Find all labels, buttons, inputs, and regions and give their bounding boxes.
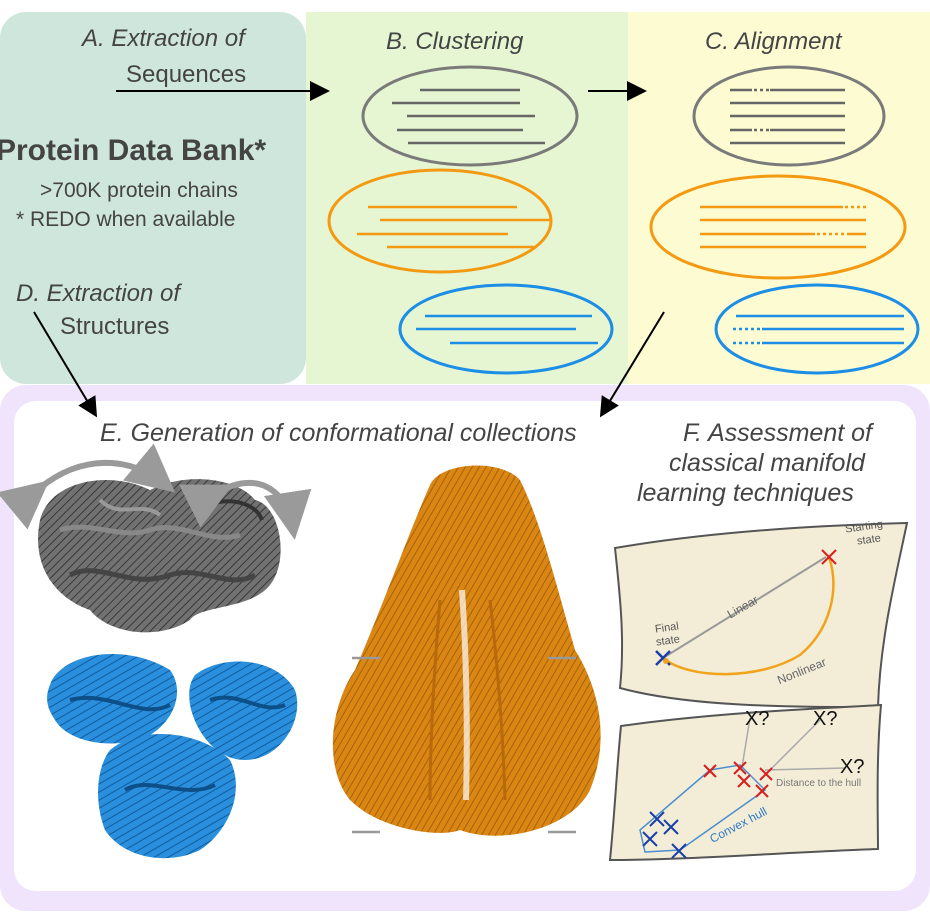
section-c-title: C. Alignment	[705, 28, 842, 55]
gray-cluster	[361, 65, 579, 167]
arrow-d-to-e	[33, 311, 98, 418]
section-d-title: D. Extraction of	[16, 280, 181, 307]
blue-aligned-cluster	[714, 283, 920, 375]
query-point-2: X?	[813, 708, 838, 730]
section-a-title: A. Extraction of	[82, 25, 245, 52]
gray-aligned-cluster	[692, 65, 886, 167]
arrow-c-to-e	[599, 311, 665, 418]
distance-to-hull-label: Distance to the hull	[776, 778, 862, 789]
clustering-panel	[306, 12, 628, 384]
section-e-title: E. Generation of conformational collecti…	[100, 419, 577, 447]
section-f-line3: learning techniques	[637, 479, 854, 507]
source-name: Protein Data Bank*	[0, 134, 267, 167]
blue-cluster	[398, 283, 614, 375]
query-point-3: X?	[840, 756, 865, 778]
section-a-subtitle: Sequences	[126, 61, 247, 88]
manifold-top	[613, 521, 909, 709]
query-point-1: X?	[745, 708, 770, 730]
section-d-subtitle: Structures	[60, 313, 170, 340]
source-note: * REDO when available	[16, 208, 236, 231]
gray-protein-structure	[38, 479, 281, 633]
blue-protein-structure	[47, 653, 298, 859]
section-b-title: B. Clustering	[386, 28, 524, 55]
orange-protein-structure	[332, 465, 601, 836]
sequence-panel	[0, 12, 306, 384]
motion-arrow-right	[179, 479, 312, 540]
section-f-line2: classical manifold	[669, 449, 865, 477]
manifold-bottom	[608, 703, 883, 862]
orange-aligned-cluster	[649, 174, 907, 280]
section-f-line1: F. Assessment of	[683, 419, 872, 447]
motion-arrow-left	[0, 443, 176, 530]
source-count: >700K protein chains	[40, 179, 238, 202]
orange-cluster	[327, 168, 553, 274]
start-marker-icon	[821, 549, 837, 565]
